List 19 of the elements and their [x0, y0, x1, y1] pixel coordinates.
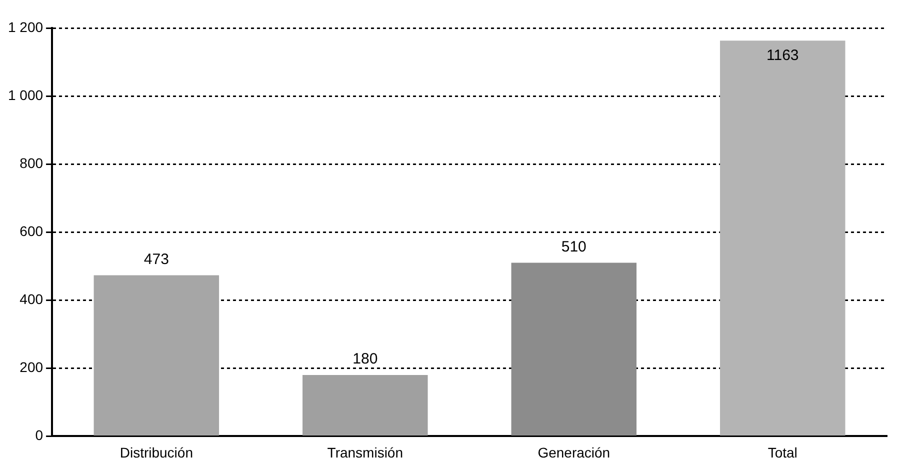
y-tick-label: 600 [20, 222, 44, 239]
x-tick-label: Distribución [120, 444, 193, 460]
bar [720, 40, 846, 436]
y-tick-label: 400 [20, 290, 44, 307]
bar [511, 262, 637, 436]
data-label: 180 [352, 350, 378, 368]
y-tick-label: 200 [20, 359, 44, 376]
bar [302, 374, 428, 436]
data-label: 1163 [766, 47, 799, 64]
x-tick-label: Total [768, 444, 798, 460]
data-label: 510 [561, 238, 586, 256]
x-tick-label: Transmisión [327, 444, 404, 460]
x-tick-label: Generación [538, 444, 610, 460]
y-tick-label: 1 200 [8, 18, 44, 35]
data-label: 473 [144, 250, 169, 268]
y-tick-label: 1 000 [8, 86, 44, 103]
bar [94, 275, 220, 436]
y-tick-label: 0 [35, 427, 44, 444]
y-tick-label: 800 [20, 154, 44, 171]
